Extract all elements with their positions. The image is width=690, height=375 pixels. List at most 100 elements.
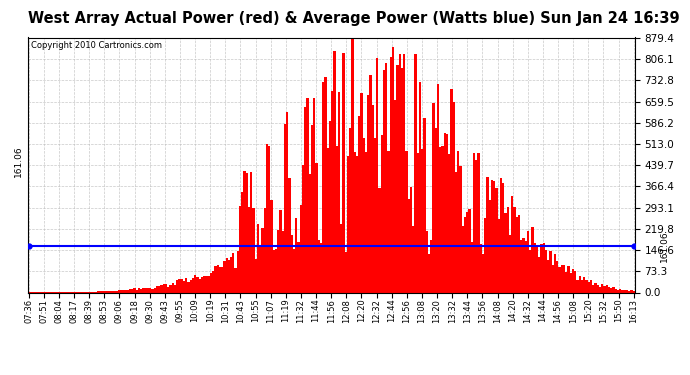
Bar xyxy=(313,98,315,292)
Text: Copyright 2010 Cartronics.com: Copyright 2010 Cartronics.com xyxy=(30,41,161,50)
Bar xyxy=(304,107,306,292)
Bar xyxy=(199,279,201,292)
Bar xyxy=(583,278,585,292)
Bar xyxy=(549,251,551,292)
Bar xyxy=(612,286,615,292)
Bar xyxy=(183,281,185,292)
Bar xyxy=(156,286,158,292)
Bar xyxy=(518,215,520,292)
Bar xyxy=(453,102,455,292)
Bar xyxy=(442,146,444,292)
Bar xyxy=(311,125,313,292)
Bar xyxy=(135,290,138,292)
Bar xyxy=(464,217,466,292)
Bar xyxy=(426,231,428,292)
Bar xyxy=(268,146,270,292)
Bar xyxy=(108,291,111,292)
Bar xyxy=(430,240,433,292)
Bar xyxy=(147,288,149,292)
Bar xyxy=(592,285,594,292)
Bar xyxy=(401,68,403,292)
Bar xyxy=(406,151,408,292)
Bar xyxy=(538,257,540,292)
Bar xyxy=(415,54,417,292)
Bar xyxy=(621,290,624,292)
Bar xyxy=(448,154,451,292)
Bar xyxy=(482,254,484,292)
Bar xyxy=(372,105,374,292)
Bar xyxy=(590,280,592,292)
Bar xyxy=(149,288,151,292)
Bar xyxy=(513,207,515,292)
Bar xyxy=(235,268,237,292)
Bar xyxy=(241,192,244,292)
Bar xyxy=(419,82,421,292)
Bar xyxy=(489,200,491,292)
Bar xyxy=(333,51,336,292)
Bar xyxy=(169,285,172,292)
Bar xyxy=(619,289,621,292)
Bar xyxy=(255,259,257,292)
Bar xyxy=(322,82,324,292)
Bar xyxy=(329,121,331,292)
Bar xyxy=(579,276,581,292)
Bar xyxy=(367,95,369,292)
Bar xyxy=(383,70,385,292)
Bar xyxy=(320,243,322,292)
Bar xyxy=(133,288,135,292)
Bar xyxy=(279,210,282,292)
Bar xyxy=(140,289,142,292)
Bar xyxy=(290,235,293,292)
Bar xyxy=(626,290,628,292)
Bar xyxy=(585,280,588,292)
Bar xyxy=(390,57,392,292)
Bar xyxy=(439,147,442,292)
Bar xyxy=(597,285,599,292)
Bar xyxy=(266,144,268,292)
Bar xyxy=(340,224,342,292)
Bar xyxy=(630,290,633,292)
Bar xyxy=(477,153,480,292)
Bar xyxy=(194,275,196,292)
Bar xyxy=(88,291,90,292)
Bar xyxy=(509,236,511,292)
Bar xyxy=(606,285,608,292)
Bar xyxy=(581,280,583,292)
Bar xyxy=(277,230,279,292)
Bar xyxy=(410,187,412,292)
Bar xyxy=(244,171,246,292)
Bar xyxy=(212,271,215,292)
Bar xyxy=(201,277,203,292)
Bar xyxy=(217,264,219,292)
Bar xyxy=(345,252,347,292)
Bar xyxy=(363,138,365,292)
Bar xyxy=(617,290,619,292)
Bar xyxy=(542,243,545,292)
Bar xyxy=(455,171,457,292)
Bar xyxy=(403,54,406,292)
Bar xyxy=(421,150,424,292)
Bar xyxy=(219,267,221,292)
Bar xyxy=(466,212,469,292)
Bar xyxy=(308,174,311,292)
Bar xyxy=(158,286,160,292)
Bar xyxy=(374,138,376,292)
Bar xyxy=(524,241,527,292)
Bar xyxy=(560,266,563,292)
Bar xyxy=(142,288,144,292)
Bar xyxy=(250,172,253,292)
Bar xyxy=(547,260,549,292)
Bar xyxy=(302,165,304,292)
Bar xyxy=(203,276,205,292)
Bar xyxy=(224,261,226,292)
Bar xyxy=(424,118,426,292)
Bar xyxy=(451,89,453,292)
Bar xyxy=(471,242,473,292)
Bar xyxy=(185,278,187,292)
Bar xyxy=(428,254,430,292)
Bar xyxy=(417,153,419,292)
Bar xyxy=(106,291,108,292)
Bar xyxy=(545,250,547,292)
Bar xyxy=(286,112,288,292)
Bar xyxy=(558,267,560,292)
